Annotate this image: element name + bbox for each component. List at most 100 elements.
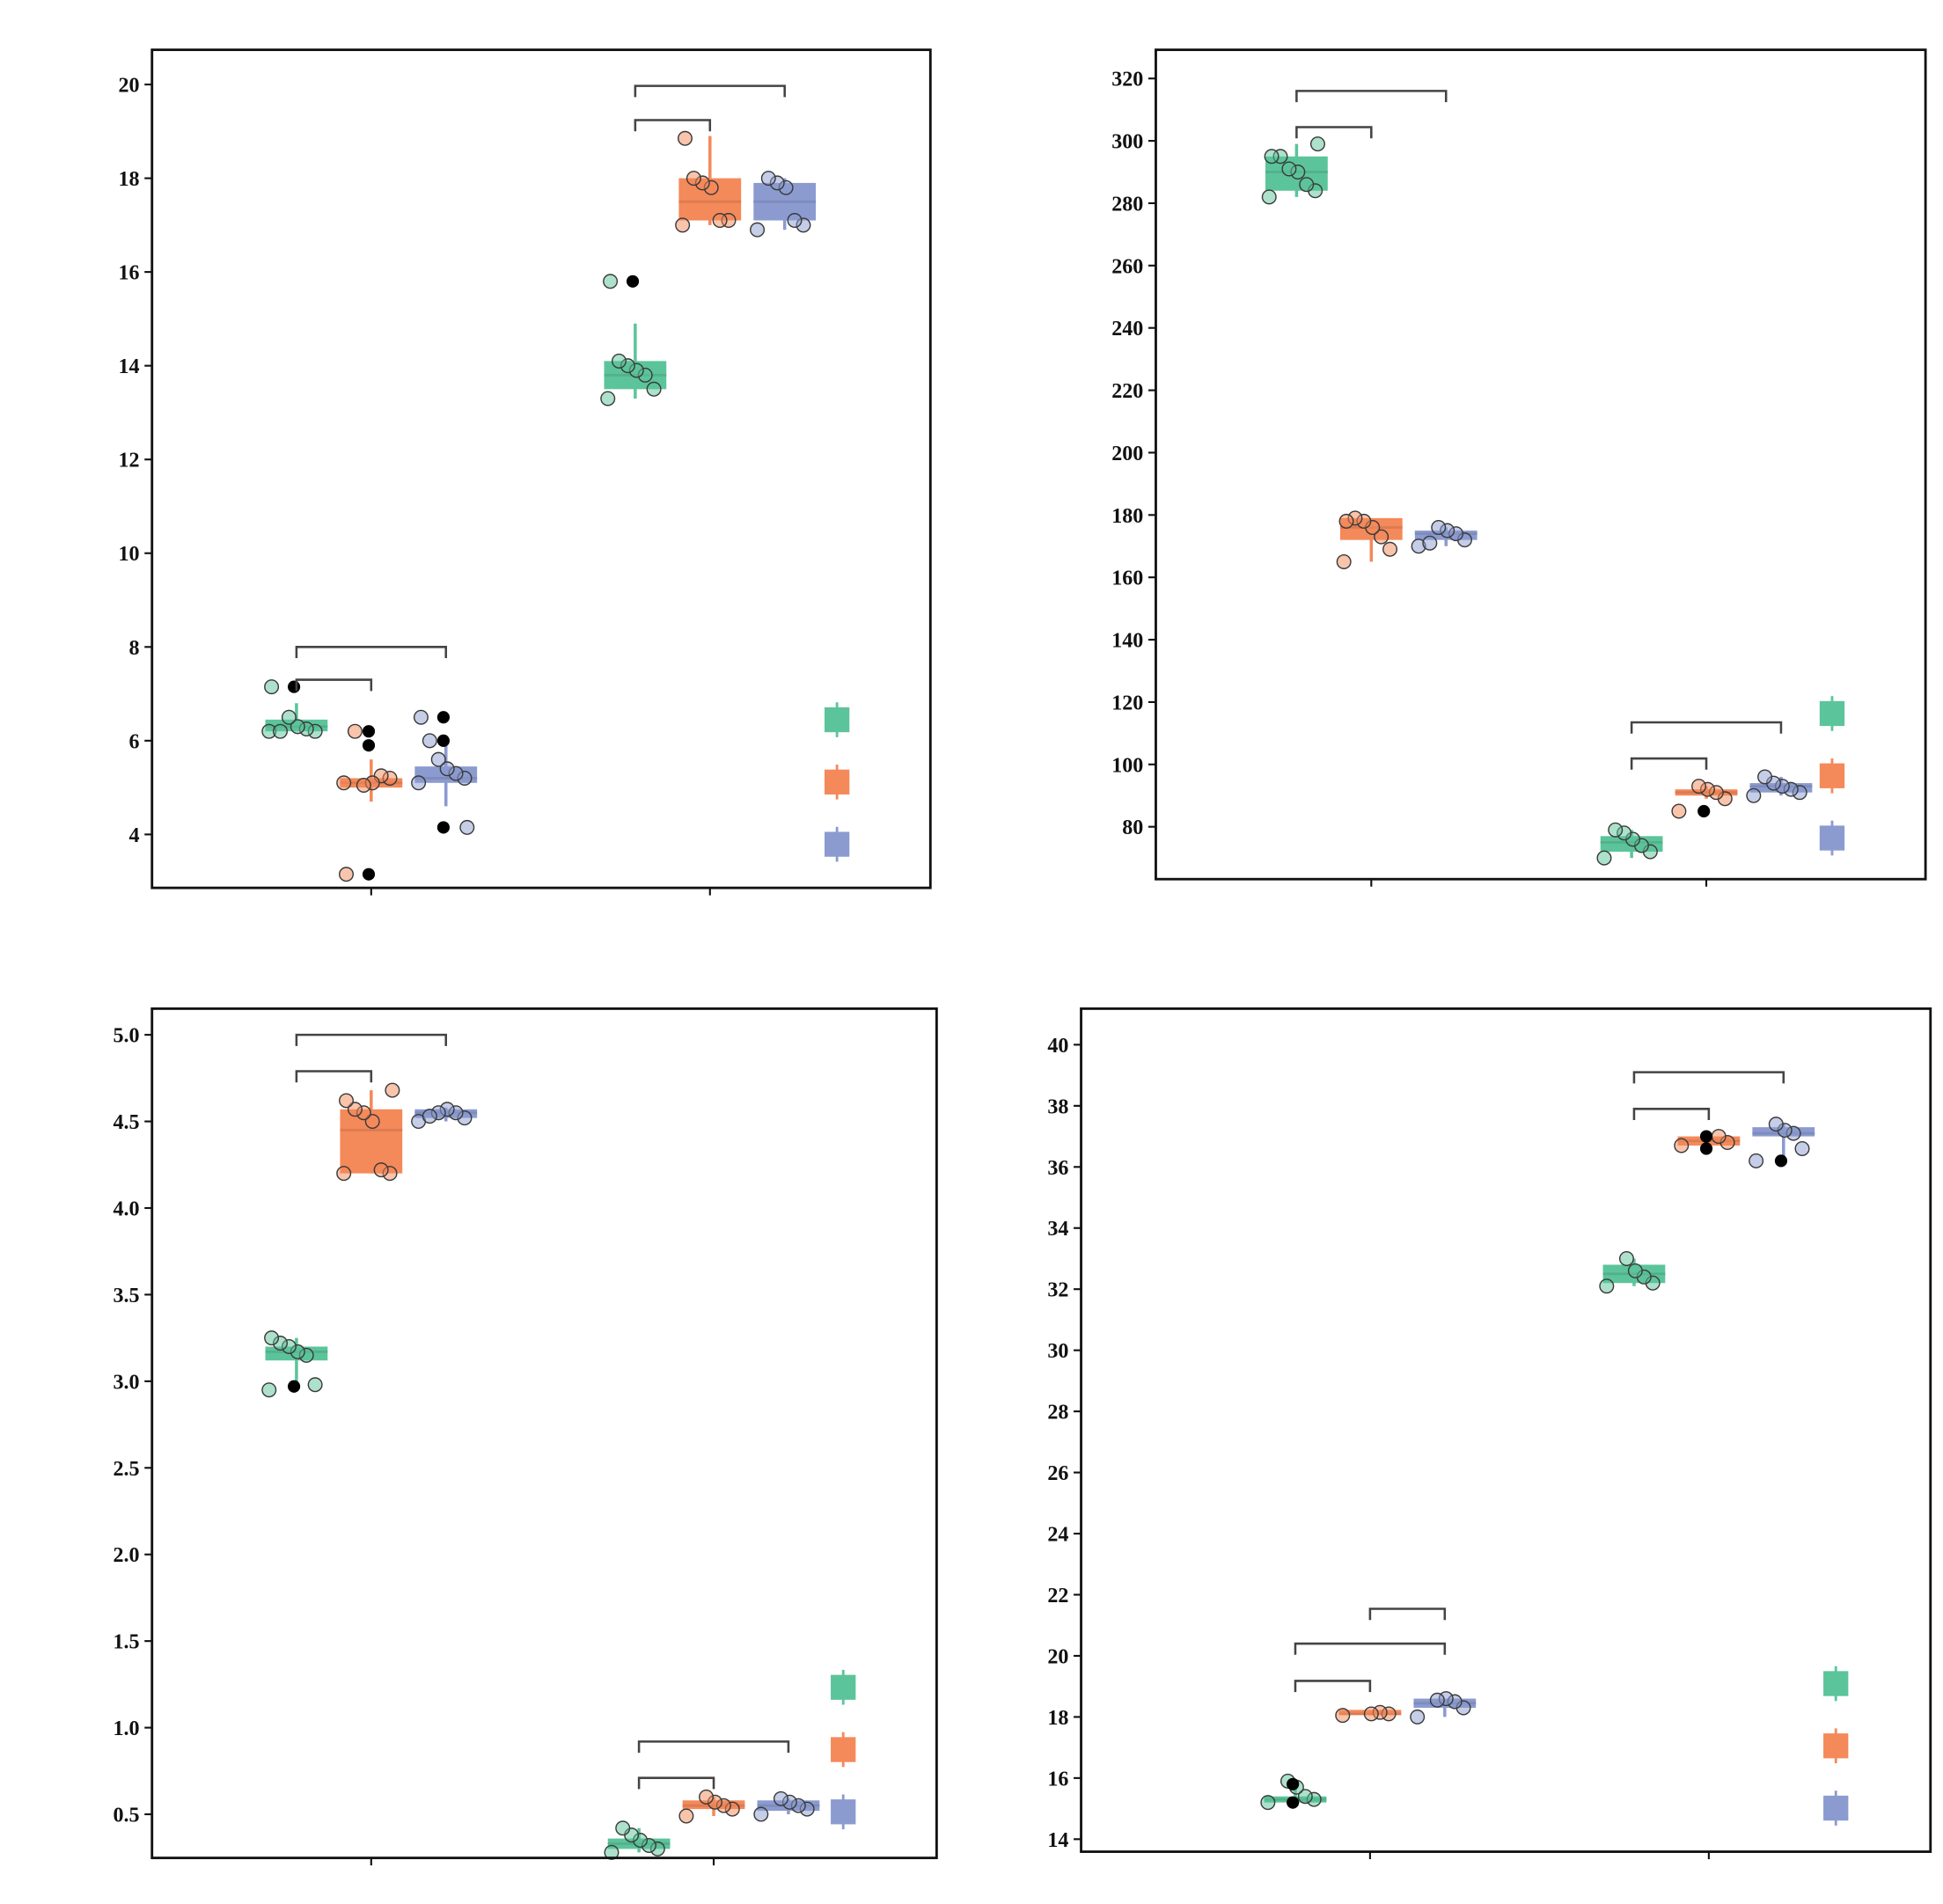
point-NG (750, 222, 766, 238)
point-NG (439, 761, 455, 777)
point-HR (373, 1162, 389, 1178)
point-LR (1260, 1795, 1276, 1811)
point-HR (1374, 529, 1389, 545)
significance-bracket (634, 119, 712, 132)
significance-bracket (295, 1033, 448, 1046)
point-HR (356, 777, 371, 793)
panel-c: 0.5 1.0 1.5 2.0 2.5 3.0 3.5 4.0 4.5 5.0 (114, 1007, 938, 1866)
significance-bracket (634, 84, 786, 98)
outlier-HR (362, 868, 376, 881)
y-tick-label: 4.0 (114, 1197, 140, 1220)
y-tick-label: 14 (119, 355, 140, 378)
plot-frame (1080, 1007, 1932, 1853)
y-tick-label: 24 (1047, 1524, 1068, 1547)
panel-a: 4 6 8 10 12 14 16 18 20 (119, 48, 932, 896)
y-tick-label: 2.5 (114, 1458, 140, 1481)
y-tick-label: 18 (1047, 1707, 1068, 1730)
outlier-HR (1697, 804, 1711, 818)
point-LR (273, 723, 288, 739)
legend-swatch (1819, 700, 1845, 727)
point-LR (1596, 850, 1612, 866)
outlier-HR (1699, 1130, 1713, 1143)
legend-item-NG (831, 1794, 856, 1830)
y-tick-label: 300 (1111, 131, 1143, 154)
point-HR (1671, 803, 1687, 819)
outlier-HR (362, 739, 376, 752)
point-LR (1618, 1250, 1634, 1266)
point-HR (385, 1082, 400, 1098)
legend-swatch (831, 1737, 856, 1762)
point-LR (1608, 822, 1624, 838)
significance-bracket (295, 678, 373, 692)
point-HR (339, 1093, 355, 1109)
point-LR (615, 1820, 631, 1836)
point-HR (336, 775, 352, 791)
y-tick-label: 12 (119, 450, 140, 472)
legend-swatch (831, 1674, 856, 1700)
point-LR (1297, 1789, 1313, 1805)
y-tick-label: 2.0 (114, 1544, 140, 1567)
outlier-NG (436, 821, 450, 834)
point-HR (675, 217, 691, 233)
y-tick-label: 14 (1047, 1829, 1068, 1852)
legend-swatch (1819, 825, 1845, 851)
point-NG (753, 1806, 769, 1822)
point-LR (281, 709, 297, 725)
point-NG (1431, 519, 1447, 535)
legend-item-HR (824, 764, 850, 800)
point-LR (646, 381, 662, 397)
significance-bracket (1632, 1108, 1711, 1121)
y-tick-label: 3.0 (114, 1371, 140, 1394)
point-LR (603, 274, 619, 289)
legend-item-LR (831, 1669, 856, 1705)
y-tick-label: 36 (1047, 1157, 1068, 1180)
legend-swatch (831, 1799, 856, 1825)
legend-item-NG (1823, 1790, 1849, 1826)
point-LR (1309, 136, 1325, 152)
point-HR (712, 213, 728, 229)
y-tick-label: 1.5 (114, 1631, 140, 1654)
y-tick-label: 16 (1047, 1768, 1068, 1790)
point-LR (1281, 161, 1297, 177)
significance-bracket (1632, 1071, 1785, 1084)
y-tick-label: 240 (1111, 318, 1143, 341)
y-tick-label: 260 (1111, 255, 1143, 278)
y-tick-label: 320 (1111, 69, 1143, 92)
point-NG (422, 733, 437, 749)
point-NG (411, 775, 427, 791)
point-HR (1335, 1708, 1351, 1724)
point-LR (307, 1377, 323, 1393)
point-HR (678, 1808, 694, 1824)
point-LR (1299, 177, 1315, 193)
outlier-HR (1699, 1142, 1713, 1155)
y-tick-label: 5.0 (114, 1025, 140, 1048)
y-tick-label: 20 (1047, 1645, 1068, 1668)
y-tick-label: 32 (1047, 1279, 1068, 1302)
y-tick-label: 22 (1047, 1585, 1068, 1607)
point-HR (1336, 553, 1352, 569)
point-HR (347, 723, 363, 739)
y-tick-label: 160 (1111, 568, 1143, 590)
plot-frame (150, 1007, 938, 1860)
point-LR (604, 1844, 620, 1860)
y-tick-label: 10 (119, 543, 140, 566)
point-NG (1794, 1140, 1810, 1156)
legend-swatch (1823, 1795, 1849, 1821)
point-NG (1422, 535, 1438, 551)
panel-d: 14 16 18 20 22 24 26 28 30 32 34 36 38 40 (1047, 1007, 1932, 1860)
point-NG (1768, 1117, 1784, 1132)
legend-item-HR (1823, 1728, 1849, 1764)
legend-item-HR (831, 1732, 856, 1768)
point-HR (1691, 779, 1707, 795)
point-LR (611, 353, 627, 369)
point-NG (773, 1790, 788, 1806)
y-tick-label: 6 (129, 730, 140, 753)
y-tick-label: 120 (1111, 692, 1143, 714)
y-tick-label: 80 (1122, 817, 1143, 839)
point-LR (290, 719, 305, 735)
point-LR (1261, 189, 1277, 205)
point-NG (413, 709, 429, 725)
y-tick-label: 30 (1047, 1340, 1068, 1363)
significance-bracket (1368, 1607, 1447, 1621)
point-LR (600, 391, 616, 406)
